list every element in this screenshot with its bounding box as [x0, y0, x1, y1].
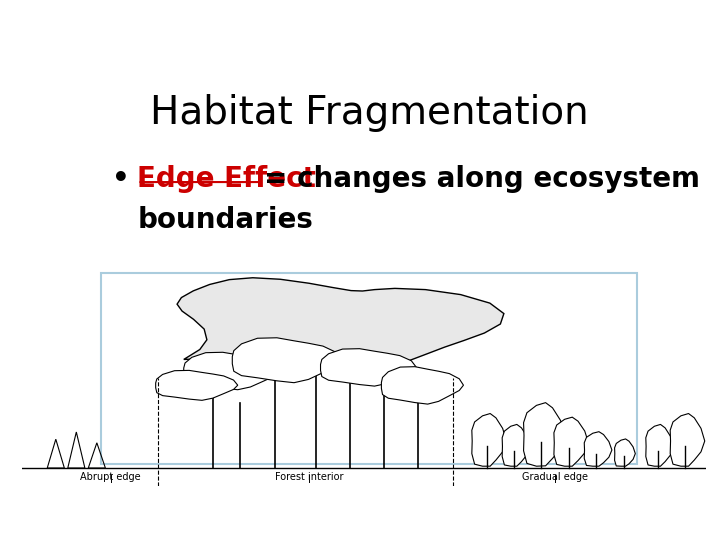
Polygon shape — [382, 367, 464, 404]
Text: boundaries: boundaries — [138, 206, 313, 234]
Text: Edge Effect: Edge Effect — [138, 165, 316, 193]
Text: = changes along ecosystem: = changes along ecosystem — [264, 165, 700, 193]
Polygon shape — [472, 414, 506, 466]
Polygon shape — [184, 352, 279, 390]
Polygon shape — [554, 417, 588, 466]
Polygon shape — [584, 431, 612, 466]
Polygon shape — [670, 414, 705, 466]
Polygon shape — [177, 278, 504, 370]
Text: •: • — [112, 165, 140, 193]
Polygon shape — [615, 439, 635, 466]
FancyBboxPatch shape — [101, 273, 637, 464]
Text: Forest interior: Forest interior — [274, 472, 343, 482]
Polygon shape — [233, 338, 342, 383]
Polygon shape — [502, 424, 530, 466]
Text: Gradual edge: Gradual edge — [522, 472, 588, 482]
Text: Habitat Fragmentation: Habitat Fragmentation — [150, 94, 588, 132]
Polygon shape — [156, 370, 238, 400]
Polygon shape — [523, 403, 565, 466]
Text: Abrupt edge: Abrupt edge — [80, 472, 141, 482]
Polygon shape — [320, 349, 416, 386]
Polygon shape — [646, 424, 673, 466]
